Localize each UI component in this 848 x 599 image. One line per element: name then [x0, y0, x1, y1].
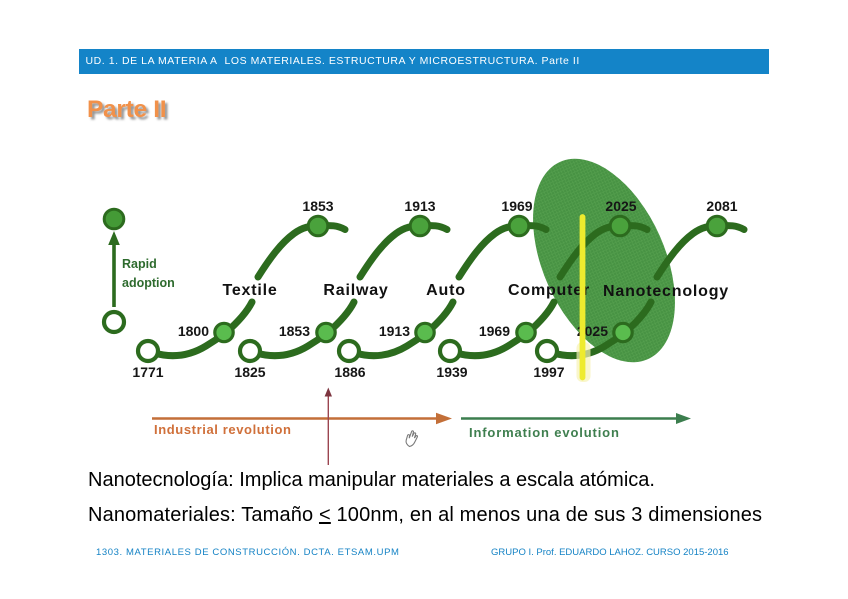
svg-text:Computer: Computer — [508, 282, 590, 299]
svg-text:1771: 1771 — [132, 364, 163, 380]
svg-text:1913: 1913 — [404, 198, 435, 214]
svg-text:1853: 1853 — [302, 198, 333, 214]
svg-text:1853: 1853 — [279, 323, 310, 339]
svg-text:Nanotecnology: Nanotecnology — [603, 283, 729, 300]
svg-text:Information evolution: Information evolution — [469, 425, 620, 440]
svg-text:2081: 2081 — [706, 198, 737, 214]
svg-text:Textile: Textile — [222, 282, 277, 299]
svg-text:Industrial revolution: Industrial revolution — [154, 422, 292, 437]
svg-text:1913: 1913 — [379, 323, 410, 339]
svg-text:1886: 1886 — [334, 364, 365, 380]
svg-text:Railway: Railway — [323, 282, 388, 299]
svg-text:Auto: Auto — [426, 282, 466, 299]
svg-text:1800: 1800 — [178, 323, 209, 339]
svg-text:2025: 2025 — [605, 198, 636, 214]
svg-text:1939: 1939 — [436, 364, 467, 380]
svg-text:adoption: adoption — [122, 276, 175, 290]
svg-text:1969: 1969 — [501, 198, 532, 214]
svg-text:1825: 1825 — [234, 364, 265, 380]
svg-text:1997: 1997 — [533, 364, 564, 380]
svg-text:Rapid: Rapid — [122, 257, 157, 271]
svg-text:1969: 1969 — [479, 323, 510, 339]
